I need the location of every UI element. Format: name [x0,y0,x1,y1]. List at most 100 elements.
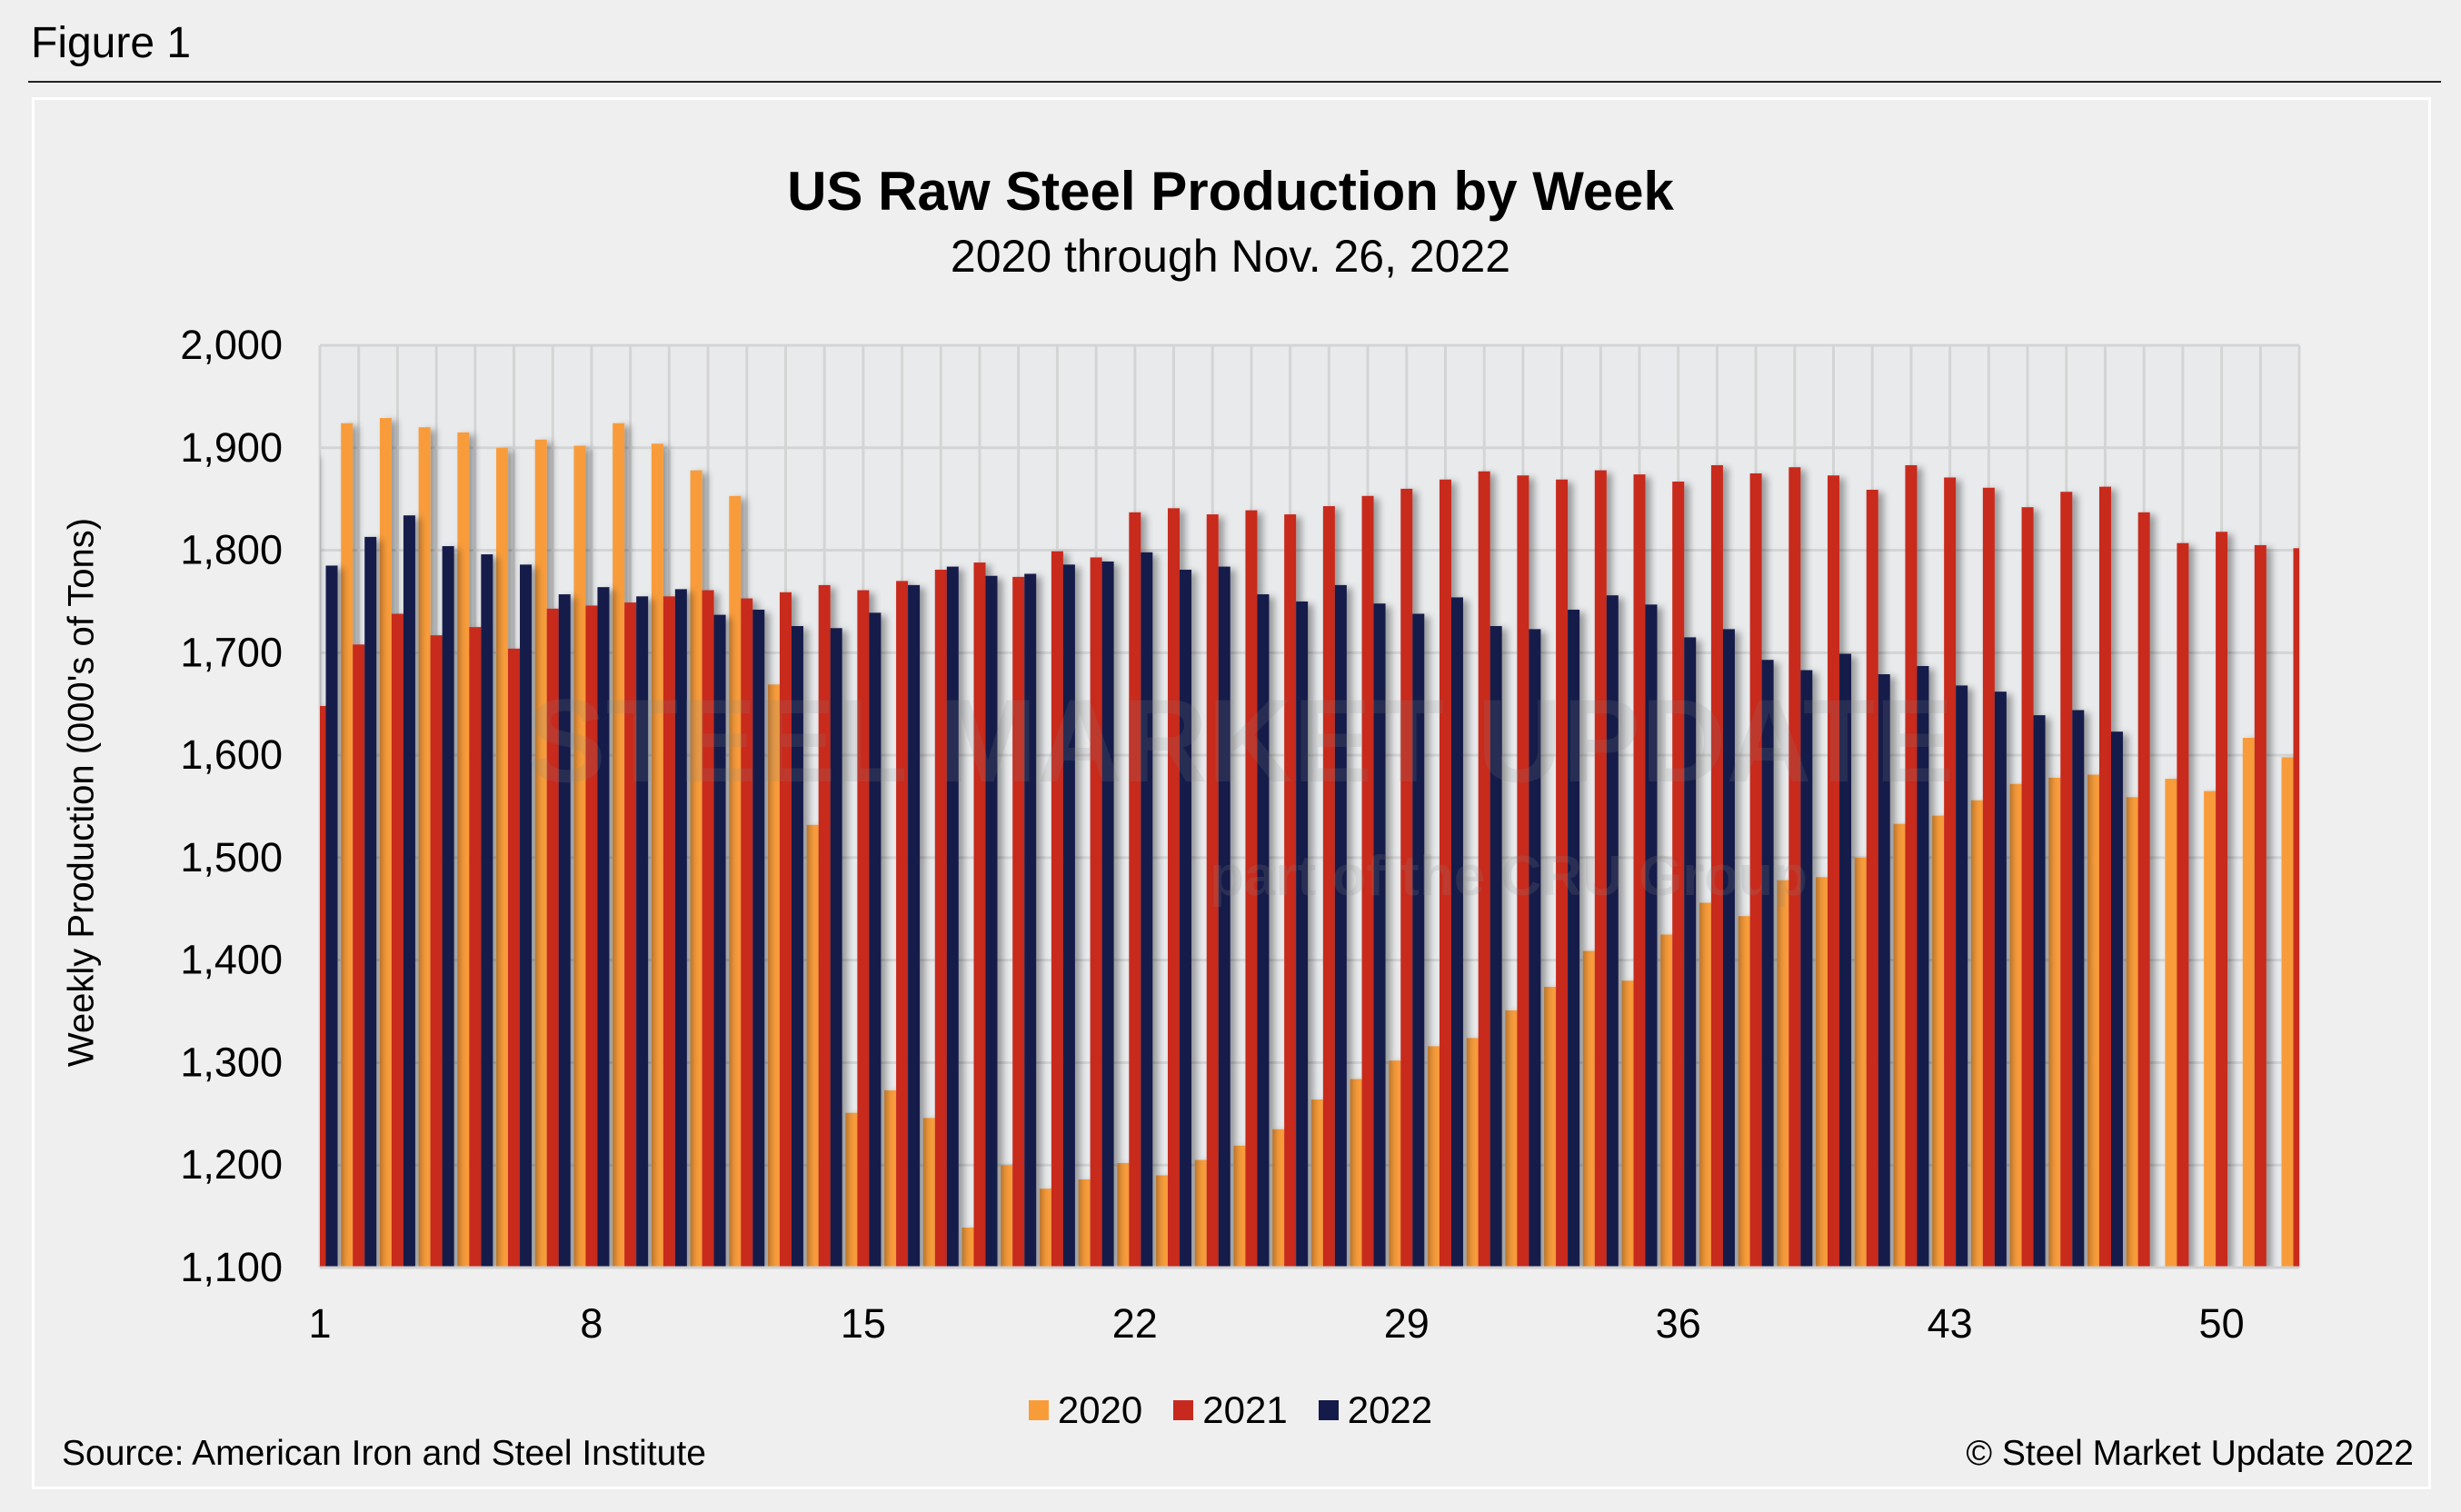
bar-2020-week-3 [379,418,392,1268]
bar-2020-week-22 [1117,1162,1130,1268]
bar-2021-week-22 [1129,512,1141,1268]
bar-2021-week-37 [1710,464,1723,1268]
bar-2020-week-23 [1156,1175,1169,1268]
bar-2022-week-6 [520,564,533,1268]
bar-2021-week-34 [1594,470,1607,1268]
bar-2021-week-33 [1556,479,1569,1268]
bar-2022-week-35 [1645,604,1658,1268]
legend-item-2020: 2020 [1028,1388,1142,1432]
bar-2022-week-5 [481,554,493,1268]
bar-2021-week-21 [1090,557,1102,1268]
bar-2021-week-9 [624,602,637,1268]
bar-2020-week-34 [1582,950,1595,1268]
legend-label-2021: 2021 [1202,1388,1288,1431]
bar-2022-week-9 [636,596,649,1268]
watermark-line2: part of the CRU Group [1210,845,1808,908]
bar-2020-week-44 [1970,800,1983,1268]
bar-2021-week-8 [585,605,598,1268]
y-tick-label: 1,300 [180,1039,283,1085]
source-note: Source: American Iron and Steel Institut… [62,1434,706,1473]
bar-2022-week-11 [713,614,726,1268]
x-tick-label: 50 [2199,1300,2245,1347]
bar-2020-week-18 [961,1228,974,1268]
bar-2021-week-17 [934,569,947,1268]
legend-swatch-2020 [1028,1400,1049,1420]
bar-2021-week-25 [1245,510,1258,1268]
bar-2021-week-39 [1788,467,1801,1268]
bar-2020-week-27 [1310,1099,1323,1268]
bar-2022-week-30 [1450,597,1463,1268]
bar-2022-week-1 [325,565,338,1268]
bar-2021-week-27 [1322,506,1335,1268]
y-tick-label: 1,900 [180,424,283,471]
bar-2021-week-45 [2021,507,2034,1268]
bar-2022-week-28 [1373,603,1386,1268]
bar-2022-week-10 [674,589,687,1268]
bar-2022-week-32 [1529,629,1541,1268]
bar-2022-week-24 [1218,566,1230,1268]
bar-2022-week-23 [1180,569,1192,1268]
y-tick-label: 1,600 [180,731,283,778]
y-axis-title: Weekly Production (000's of Tons) [61,517,102,1068]
bar-2022-week-26 [1296,601,1309,1268]
bar-2022-week-39 [1800,670,1813,1268]
bar-2021-week-11 [702,590,714,1268]
bar-2022-week-43 [1956,685,1968,1268]
figure-label: Figure 1 [31,19,192,67]
copyright-note: © Steel Market Update 2022 [1966,1434,2414,1473]
bar-2021-week-24 [1206,514,1219,1268]
bar-2021-week-7 [546,608,559,1268]
bar-2021-week-26 [1284,514,1297,1268]
x-tick-label: 8 [580,1300,603,1347]
bar-2021-week-10 [663,596,675,1268]
bar-2021-week-41 [1866,490,1878,1268]
bar-2022-week-38 [1761,660,1774,1268]
bar-2021-week-12 [741,598,753,1268]
y-tick-label: 1,400 [180,937,283,983]
bar-2021-week-31 [1478,471,1490,1268]
bar-2022-week-4 [442,546,454,1268]
bar-2022-week-44 [1994,691,2007,1268]
bar-2021-week-4 [430,635,443,1268]
bar-2022-week-14 [830,628,842,1268]
bar-2020-week-39 [1777,880,1789,1268]
bar-2022-week-19 [1024,573,1037,1268]
bar-2022-week-3 [403,515,415,1268]
y-tick-label: 1,700 [180,629,283,675]
bar-2022-week-21 [1101,561,1114,1268]
bar-2020-week-2 [341,423,354,1268]
bar-2021-week-32 [1517,475,1529,1268]
bar-2021-week-23 [1168,508,1181,1268]
bar-2020-week-8 [573,445,586,1268]
bar-2020-week-40 [1816,877,1828,1268]
bar-2021-week-38 [1749,472,1762,1268]
bar-2020-week-17 [922,1118,935,1268]
bar-2021-week-40 [1828,475,1840,1268]
bar-2022-week-22 [1141,552,1153,1268]
bar-2020-week-30 [1427,1046,1440,1268]
bar-2020-week-14 [806,824,819,1268]
bar-2022-week-29 [1412,613,1425,1268]
bar-2022-week-40 [1839,653,1852,1268]
legend-label-2022: 2022 [1347,1388,1433,1431]
bar-2021-week-13 [779,592,792,1268]
bar-2020-week-48 [2126,797,2138,1268]
bar-2022-week-8 [597,587,610,1268]
bar-2020-week-37 [1699,902,1711,1268]
bar-2022-week-18 [985,575,998,1268]
bar-2021-week-29 [1400,488,1413,1268]
chart-title: US Raw Steel Production by Week [787,161,1674,222]
bar-2020-week-10 [651,443,663,1268]
y-tick-label: 1,800 [180,527,283,573]
bar-2020-week-24 [1194,1159,1207,1268]
bar-2020-week-42 [1893,823,1906,1268]
bar-2021-week-28 [1361,495,1374,1268]
bar-2020-week-7 [534,439,547,1268]
bar-2022-week-47 [2110,731,2123,1268]
bar-2020-week-51 [2242,737,2255,1268]
bar-2021-week-1 [320,705,326,1268]
bar-2022-week-31 [1490,626,1502,1268]
bar-2022-week-7 [558,594,571,1268]
bars-group [320,418,2299,1268]
